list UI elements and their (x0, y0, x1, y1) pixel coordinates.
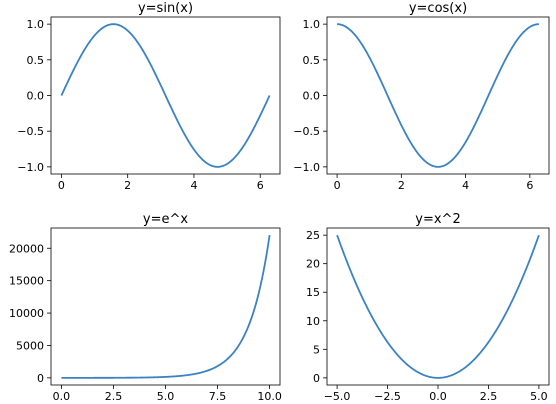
x-tick-label: 6 (257, 179, 264, 192)
y-tick-label: 0.5 (303, 54, 321, 67)
x-tick-label: 0 (58, 179, 65, 192)
y-tick-label: 0 (313, 372, 320, 385)
y-tick-label: 1.0 (27, 18, 45, 31)
subplot-title: y=e^x (143, 212, 188, 227)
y-tick-label: 10 (306, 315, 320, 328)
x-tick-label: 0.0 (429, 390, 447, 403)
y-tick-label: 25 (306, 229, 320, 242)
subplot-title: y=sin(x) (138, 1, 193, 16)
y-tick-label: −0.5 (293, 125, 320, 138)
y-tick-label: 5 (313, 343, 320, 356)
y-tick-label: 5000 (16, 339, 44, 352)
x-tick-label: 6 (526, 179, 533, 192)
x-tick-label: 4 (190, 179, 197, 192)
x-tick-label: 2 (124, 179, 131, 192)
x-tick-label: −2.5 (374, 390, 401, 403)
y-tick-label: 0.5 (27, 54, 45, 67)
y-tick-label: 10000 (9, 307, 44, 320)
x-tick-label: 2 (398, 179, 405, 192)
y-tick-label: −1.0 (17, 161, 44, 174)
y-tick-label: 20000 (9, 242, 44, 255)
series-line (336, 234, 540, 379)
series-line (60, 23, 271, 168)
y-tick-label: 15 (306, 286, 320, 299)
y-tick-label: 0.0 (27, 90, 45, 103)
subplot-title: y=x^2 (415, 212, 460, 227)
subplot-exp: y=e^x 0.0 2.5 5.0 7.5 10.0 20000 15000 10000 5000… (9, 212, 282, 403)
subplot-cos: y=cos(x) 0 2 4 6 1.0 0.5 0.0 −0.5 −1.0 (293, 1, 550, 192)
y-tick-label: −1.0 (293, 161, 320, 174)
x-tick-label: 10.0 (257, 390, 282, 403)
x-tick-label: 0.0 (53, 390, 71, 403)
subplot-title: y=cos(x) (409, 1, 467, 16)
x-tick-label: 2.5 (480, 390, 498, 403)
y-tick-label: 1.0 (303, 18, 321, 31)
x-tick-label: 5.0 (157, 390, 175, 403)
y-tick-label: 0.0 (303, 90, 321, 103)
x-tick-label: 2.5 (105, 390, 123, 403)
x-tick-label: −5.0 (324, 390, 351, 403)
x-tick-label: 7.5 (209, 390, 227, 403)
x-tick-label: 4 (462, 179, 469, 192)
series-line (337, 23, 539, 168)
y-tick-label: 20 (306, 258, 320, 271)
subplot-sin: y=sin(x) 0 2 4 6 1.0 0.5 0.0 −0.5 −1.0 (17, 1, 281, 192)
x-tick-label: 0 (334, 179, 341, 192)
subplot-square: y=x^2 −5.0 −2.5 0.0 2.5 5.0 25 20 15 10 5 0 (306, 212, 550, 403)
y-tick-label: 0 (37, 372, 44, 385)
y-tick-label: −0.5 (17, 125, 44, 138)
subplot-grid: y=sin(x) 0 2 4 6 1.0 0.5 0.0 −0.5 −1.0 y=cos(x) 0 2 4… (9, 1, 550, 403)
y-tick-label: 15000 (9, 275, 44, 288)
x-tick-label: 5.0 (530, 390, 548, 403)
series-line (61, 234, 271, 379)
